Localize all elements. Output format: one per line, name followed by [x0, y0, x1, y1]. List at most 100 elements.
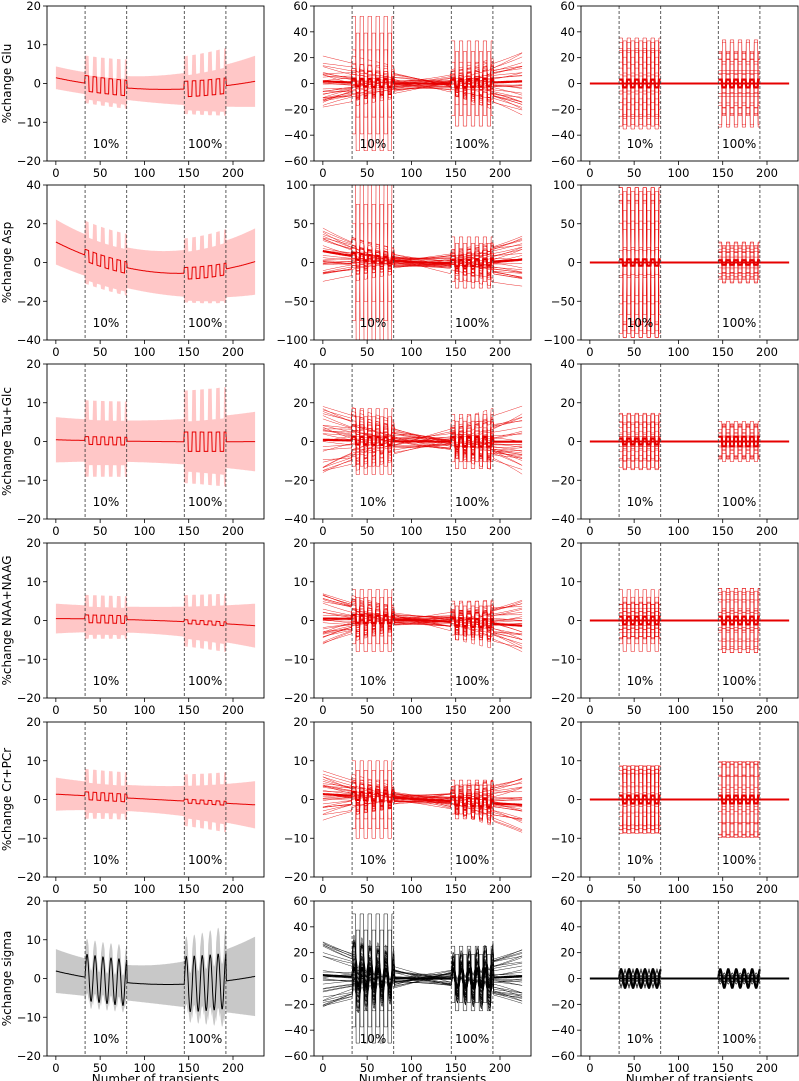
x-tick-label: 100: [400, 882, 422, 896]
phase-label-100: 100%: [188, 316, 222, 330]
x-tick-label: 50: [93, 166, 108, 180]
y-tick-label: −40: [551, 1023, 575, 1037]
mean-line: [55, 241, 256, 280]
y-tick-label: 0: [301, 435, 308, 449]
boxcar-trace: [619, 430, 661, 453]
x-tick-label: 0: [52, 166, 59, 180]
boxcar-trace: [619, 40, 661, 127]
x-tick-label: 200: [222, 345, 244, 359]
mean-line: [55, 953, 256, 1012]
y-tick-label: −20: [17, 294, 41, 308]
y-tick-label: −40: [284, 512, 308, 526]
boxcar-trace: [718, 242, 760, 283]
y-tick-label: 0: [301, 614, 308, 628]
boxcar-trace: [718, 246, 760, 279]
x-tick-label: 50: [93, 1061, 108, 1075]
boxcar-trace: [619, 612, 661, 629]
phase-label-10: 10%: [360, 853, 387, 867]
outlier-trace: [352, 597, 394, 645]
boxcar-trace: [619, 187, 661, 338]
x-tick-label: 50: [627, 524, 642, 538]
boxcar-trace: [718, 588, 760, 653]
y-tick-label: 10: [26, 933, 41, 947]
boxcar-trace: [718, 241, 760, 284]
boxcar-trace: [619, 415, 661, 468]
x-tick-label: 200: [756, 166, 778, 180]
x-tick-label: 50: [360, 524, 375, 538]
boxcar-trace: [619, 250, 661, 275]
y-tick-label: 20: [293, 536, 308, 550]
x-tick-label: 150: [445, 703, 467, 717]
y-tick-label: −60: [284, 154, 308, 168]
x-tick-label: 50: [627, 1061, 642, 1075]
y-tick-label: 60: [293, 0, 308, 13]
x-tick-label: 150: [712, 524, 734, 538]
boxcar-trace: [619, 607, 661, 634]
boxcar-trace: [619, 67, 661, 100]
plot-area: [589, 761, 790, 838]
boxcar-trace: [619, 75, 661, 92]
boxcar-trace: [619, 765, 661, 834]
boxcar-trace: [718, 73, 760, 94]
boxcar-trace: [718, 59, 760, 108]
y-tick-label: 10: [293, 754, 308, 768]
boxcar-trace: [718, 252, 760, 273]
mean-line: [55, 431, 256, 452]
boxcar-trace: [619, 412, 661, 471]
boxcar-trace: [619, 48, 661, 119]
boxcar-trace: [718, 70, 760, 97]
boxcar-trace: [718, 611, 760, 630]
phase-label-100: 100%: [188, 1032, 222, 1046]
y-tick-label: 60: [560, 0, 575, 13]
x-axis-label: Number of transients: [626, 1072, 754, 1081]
mean-line: [322, 966, 523, 989]
boxcar-trace: [619, 422, 661, 461]
boxcar-trace: [619, 220, 661, 305]
phase-label-10: 10%: [360, 316, 387, 330]
boxcar-trace: [619, 604, 661, 637]
x-tick-label: 0: [586, 345, 593, 359]
confidence-band: [55, 925, 256, 1027]
outlier-trace: [352, 408, 394, 475]
outlier-trace: [352, 416, 394, 467]
y-tick-label: 60: [560, 894, 575, 908]
y-tick-label: −40: [17, 333, 41, 347]
y-tick-label: 20: [26, 217, 41, 231]
x-tick-label: 100: [400, 524, 422, 538]
boxcar-trace: [718, 73, 760, 94]
outlier-trace: [451, 40, 493, 127]
boxcar-trace: [718, 39, 760, 128]
y-tick-label: −10: [284, 831, 308, 845]
outlier-trace: [352, 770, 394, 829]
outlier-trace: [352, 49, 394, 118]
outlier-trace: [352, 779, 394, 820]
phase-label-100: 100%: [722, 674, 756, 688]
boxcar-trace: [619, 596, 661, 645]
boxcar-trace: [619, 615, 661, 626]
y-tick-label: −10: [551, 652, 575, 666]
x-tick-label: 0: [52, 703, 59, 717]
boxcar-trace: [718, 41, 760, 126]
outlier-trace: [352, 204, 394, 321]
mean-line: [717, 968, 761, 989]
x-axis-label: Number of transients: [92, 1072, 220, 1081]
boxcar-trace: [718, 251, 760, 274]
plot-area: [589, 968, 790, 989]
x-tick-label: 0: [586, 166, 593, 180]
x-tick-label: 150: [712, 703, 734, 717]
boxcar-trace: [718, 764, 760, 835]
phase-label-100: 100%: [188, 137, 222, 151]
x-tick-label: 150: [178, 345, 200, 359]
outlier-trace: [451, 962, 493, 995]
x-tick-label: 200: [489, 1061, 511, 1075]
y-tick-label: −50: [551, 294, 575, 308]
y-tick-label: −60: [551, 1049, 575, 1063]
x-tick-label: 200: [489, 703, 511, 717]
x-tick-label: 100: [400, 1061, 422, 1075]
x-tick-label: 0: [586, 882, 593, 896]
x-tick-label: 0: [319, 703, 326, 717]
x-tick-label: 0: [319, 166, 326, 180]
boxcar-trace: [619, 61, 661, 106]
y-tick-label: 20: [26, 715, 41, 729]
